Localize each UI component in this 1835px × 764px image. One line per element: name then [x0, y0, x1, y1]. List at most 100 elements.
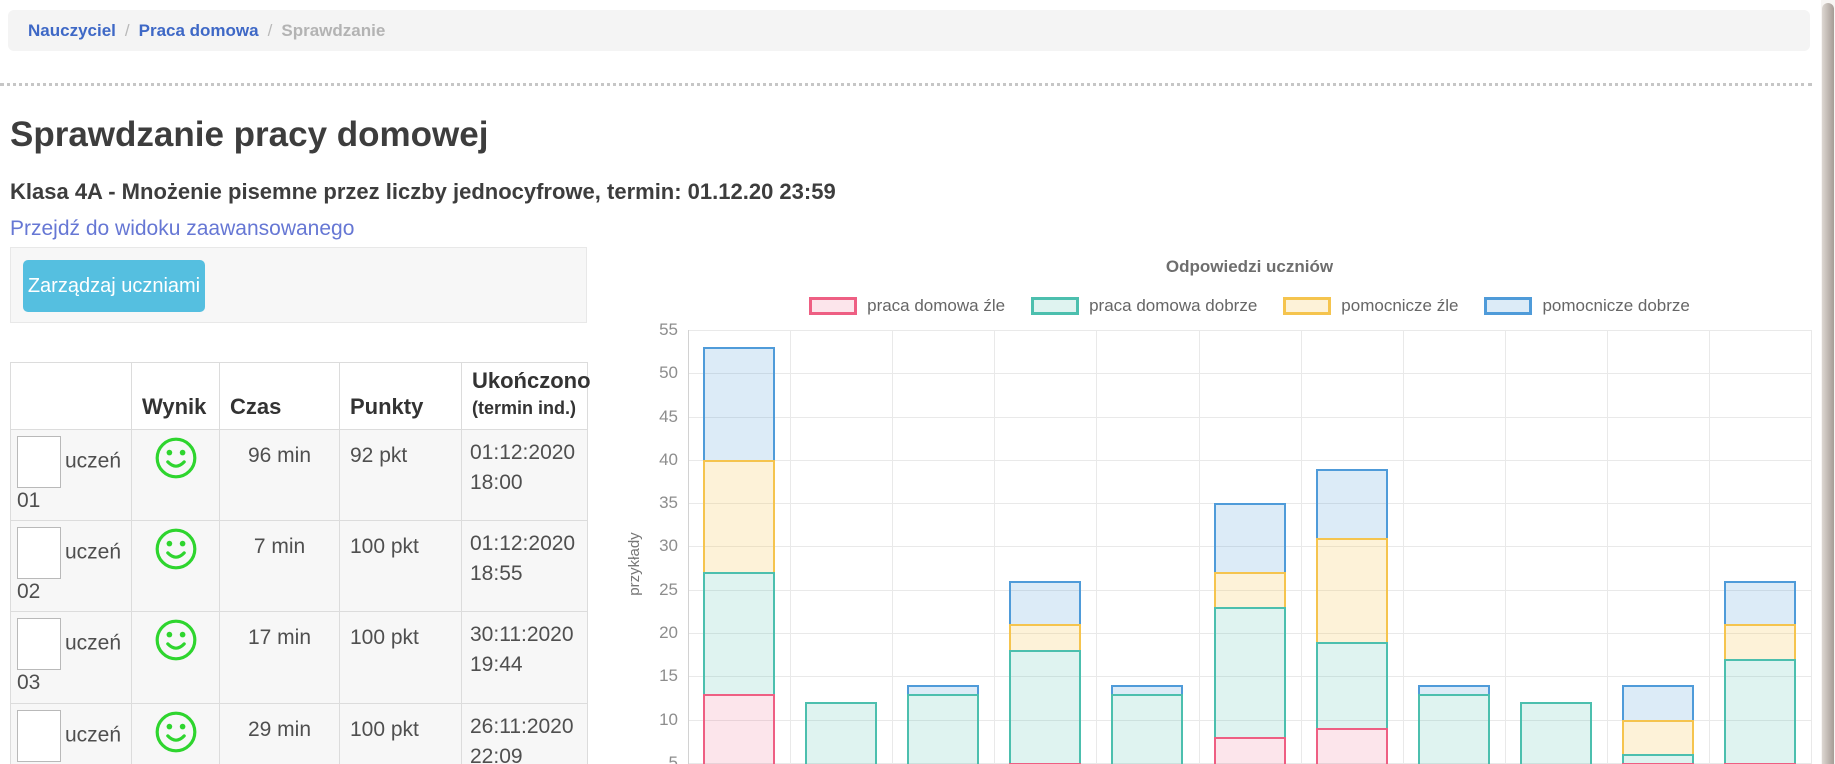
bar-segment-praca-domowa-dobrze: [907, 693, 980, 764]
header-time: Czas: [219, 362, 340, 430]
legend-label: pomocnicze dobrze: [1542, 296, 1690, 315]
table-row: uczeń 03 17 min 100 pkt 30:11:2020 19:44: [10, 611, 588, 704]
student-thumbnail-box: [17, 527, 61, 579]
manage-students-panel: Zarządzaj uczniami: [10, 247, 587, 323]
completed-value: 26:11:2020 22:09: [461, 703, 588, 764]
legend-swatch-teal: [1031, 297, 1080, 315]
manage-students-button[interactable]: Zarządzaj uczniami: [23, 260, 205, 312]
bar-segment-praca-domowa-dobrze: [1621, 754, 1694, 763]
chart-gridline-vertical: [1402, 330, 1404, 764]
bar-segment-praca-domowa-dobrze: [1724, 659, 1796, 763]
vertical-scrollbar-thumb[interactable]: [1822, 3, 1834, 764]
bar-segment-pomocnicze-dobrze: [1009, 581, 1082, 625]
student-thumbnail-box: [17, 436, 61, 488]
chart-y-tick-label: 10: [659, 709, 678, 729]
chart-gridline-horizontal: [688, 633, 1811, 634]
bar-segment-praca-domowa-dobrze: [1213, 607, 1286, 737]
chart-y-axis-line: [688, 330, 689, 764]
bar-segment-praca-domowa-dobrze: [703, 572, 775, 694]
points-value: 100 pkt: [339, 703, 462, 764]
bar-segment-praca-domowa-źle: [703, 693, 775, 764]
chart-gridline-vertical: [1300, 330, 1302, 764]
chart-gridline-vertical: [1606, 330, 1608, 764]
chart-gridline-horizontal: [688, 373, 1811, 375]
chart-gridline-vertical: [1504, 330, 1506, 764]
breadcrumb-link-praca-domowa[interactable]: Praca domowa: [138, 21, 259, 40]
bar-segment-pomocnicze-źle: [1315, 537, 1388, 642]
chart-gridline-vertical: [1708, 330, 1710, 764]
student-name: uczeń 03: [17, 631, 122, 694]
student-thumbnail-box: [17, 710, 61, 762]
student-cell: uczeń 03: [10, 611, 132, 704]
legend-item[interactable]: pomocnicze źle: [1283, 296, 1458, 316]
points-value: 100 pkt: [339, 611, 462, 704]
result-cell: [131, 429, 220, 521]
table-row: uczeń 02 7 min 100 pkt 01:12:2020 18:55: [10, 520, 588, 612]
bar-segment-pomocnicze-dobrze: [1213, 503, 1286, 573]
legend-label: praca domowa źle: [867, 296, 1006, 315]
chart-legend: praca domowa źle praca domowa dobrze pom…: [688, 294, 1811, 318]
result-cell: [131, 520, 220, 612]
bar-segment-praca-domowa-dobrze: [805, 702, 878, 764]
breadcrumb-link-nauczyciel[interactable]: Nauczyciel: [28, 21, 116, 40]
chart-y-tick-label: 45: [659, 406, 678, 426]
bar-segment-pomocnicze-dobrze: [907, 685, 980, 694]
chart-gridline-horizontal: [688, 589, 1811, 591]
bar-segment-pomocnicze-źle: [1213, 572, 1286, 607]
header-student: [10, 362, 132, 430]
student-name: uczeń 01: [17, 449, 122, 512]
chart-gridline-horizontal: [688, 719, 1811, 721]
bar-segment-pomocnicze-źle: [703, 459, 775, 573]
legend-item[interactable]: praca domowa dobrze: [1031, 296, 1257, 316]
student-cell: uczeń 02: [10, 520, 132, 612]
chart-y-tick-label: 50: [659, 363, 678, 383]
breadcrumb-separator: /: [267, 21, 273, 40]
bar-segment-pomocnicze-dobrze: [1315, 468, 1388, 538]
advanced-view-link[interactable]: Przejdź do widoku zaawansowanego: [10, 217, 355, 240]
bar-segment-praca-domowa-dobrze: [1417, 693, 1490, 764]
chart-gridline-vertical: [994, 330, 996, 764]
bar-segment-pomocnicze-dobrze: [703, 347, 775, 460]
legend-swatch-pink: [809, 297, 858, 315]
section-divider: [0, 83, 1812, 86]
bar-segment-pomocnicze-źle: [1724, 624, 1796, 659]
legend-swatch-blue: [1484, 297, 1533, 315]
chart-gridline-vertical: [892, 330, 894, 764]
chart-gridline-vertical: [790, 330, 792, 764]
bar-segment-pomocnicze-dobrze: [1621, 685, 1694, 720]
table-header-row: Wynik Czas Punkty Ukończono (termin ind.): [10, 362, 591, 430]
student-cell: uczeń 01: [10, 429, 132, 521]
student-thumbnail-box: [17, 618, 61, 670]
chart-y-tick-label: 55: [659, 320, 678, 339]
time-value: 29 min: [219, 703, 340, 764]
header-result: Wynik: [131, 362, 220, 430]
bar-segment-praca-domowa-dobrze: [1519, 702, 1592, 764]
bar-segment-pomocnicze-dobrze: [1417, 685, 1490, 694]
bar-segment-pomocnicze-dobrze: [1724, 581, 1796, 625]
chart-gridline-horizontal: [688, 503, 1811, 505]
header-completed: Ukończono (termin ind.): [461, 362, 591, 430]
chart-y-tick-label: 15: [659, 666, 678, 686]
completed-value: 30:11:2020 19:44: [461, 611, 588, 704]
smiley-happy-icon: [155, 528, 196, 570]
breadcrumb-separator: /: [124, 21, 130, 40]
chart-gridline-horizontal: [688, 459, 1811, 461]
bar-segment-praca-domowa-dobrze: [1315, 641, 1388, 729]
legend-swatch-yellow: [1283, 297, 1332, 315]
chart-gridline-vertical: [1198, 330, 1200, 764]
legend-item[interactable]: pomocnicze dobrze: [1484, 296, 1690, 316]
chart-title: Odpowiedzi uczniów: [1165, 257, 1334, 276]
time-value: 7 min: [219, 520, 340, 612]
bar-segment-praca-domowa-źle: [1315, 728, 1388, 764]
chart-y-tick-label: 5: [668, 752, 678, 764]
chart-gridline-horizontal: [688, 330, 1811, 331]
chart-y-tick-label: 20: [659, 623, 678, 642]
chart-gridline-horizontal: [688, 676, 1811, 678]
legend-item[interactable]: praca domowa źle: [809, 296, 1005, 316]
breadcrumb-current: Sprawdzanie: [281, 21, 386, 40]
chart-gridline-vertical: [1811, 330, 1812, 764]
bar-segment-pomocnicze-dobrze: [1111, 685, 1184, 694]
chart-y-axis-label: przykłady: [626, 532, 643, 596]
breadcrumb: Nauczyciel / Praca domowa / Sprawdzanie: [8, 10, 1810, 51]
